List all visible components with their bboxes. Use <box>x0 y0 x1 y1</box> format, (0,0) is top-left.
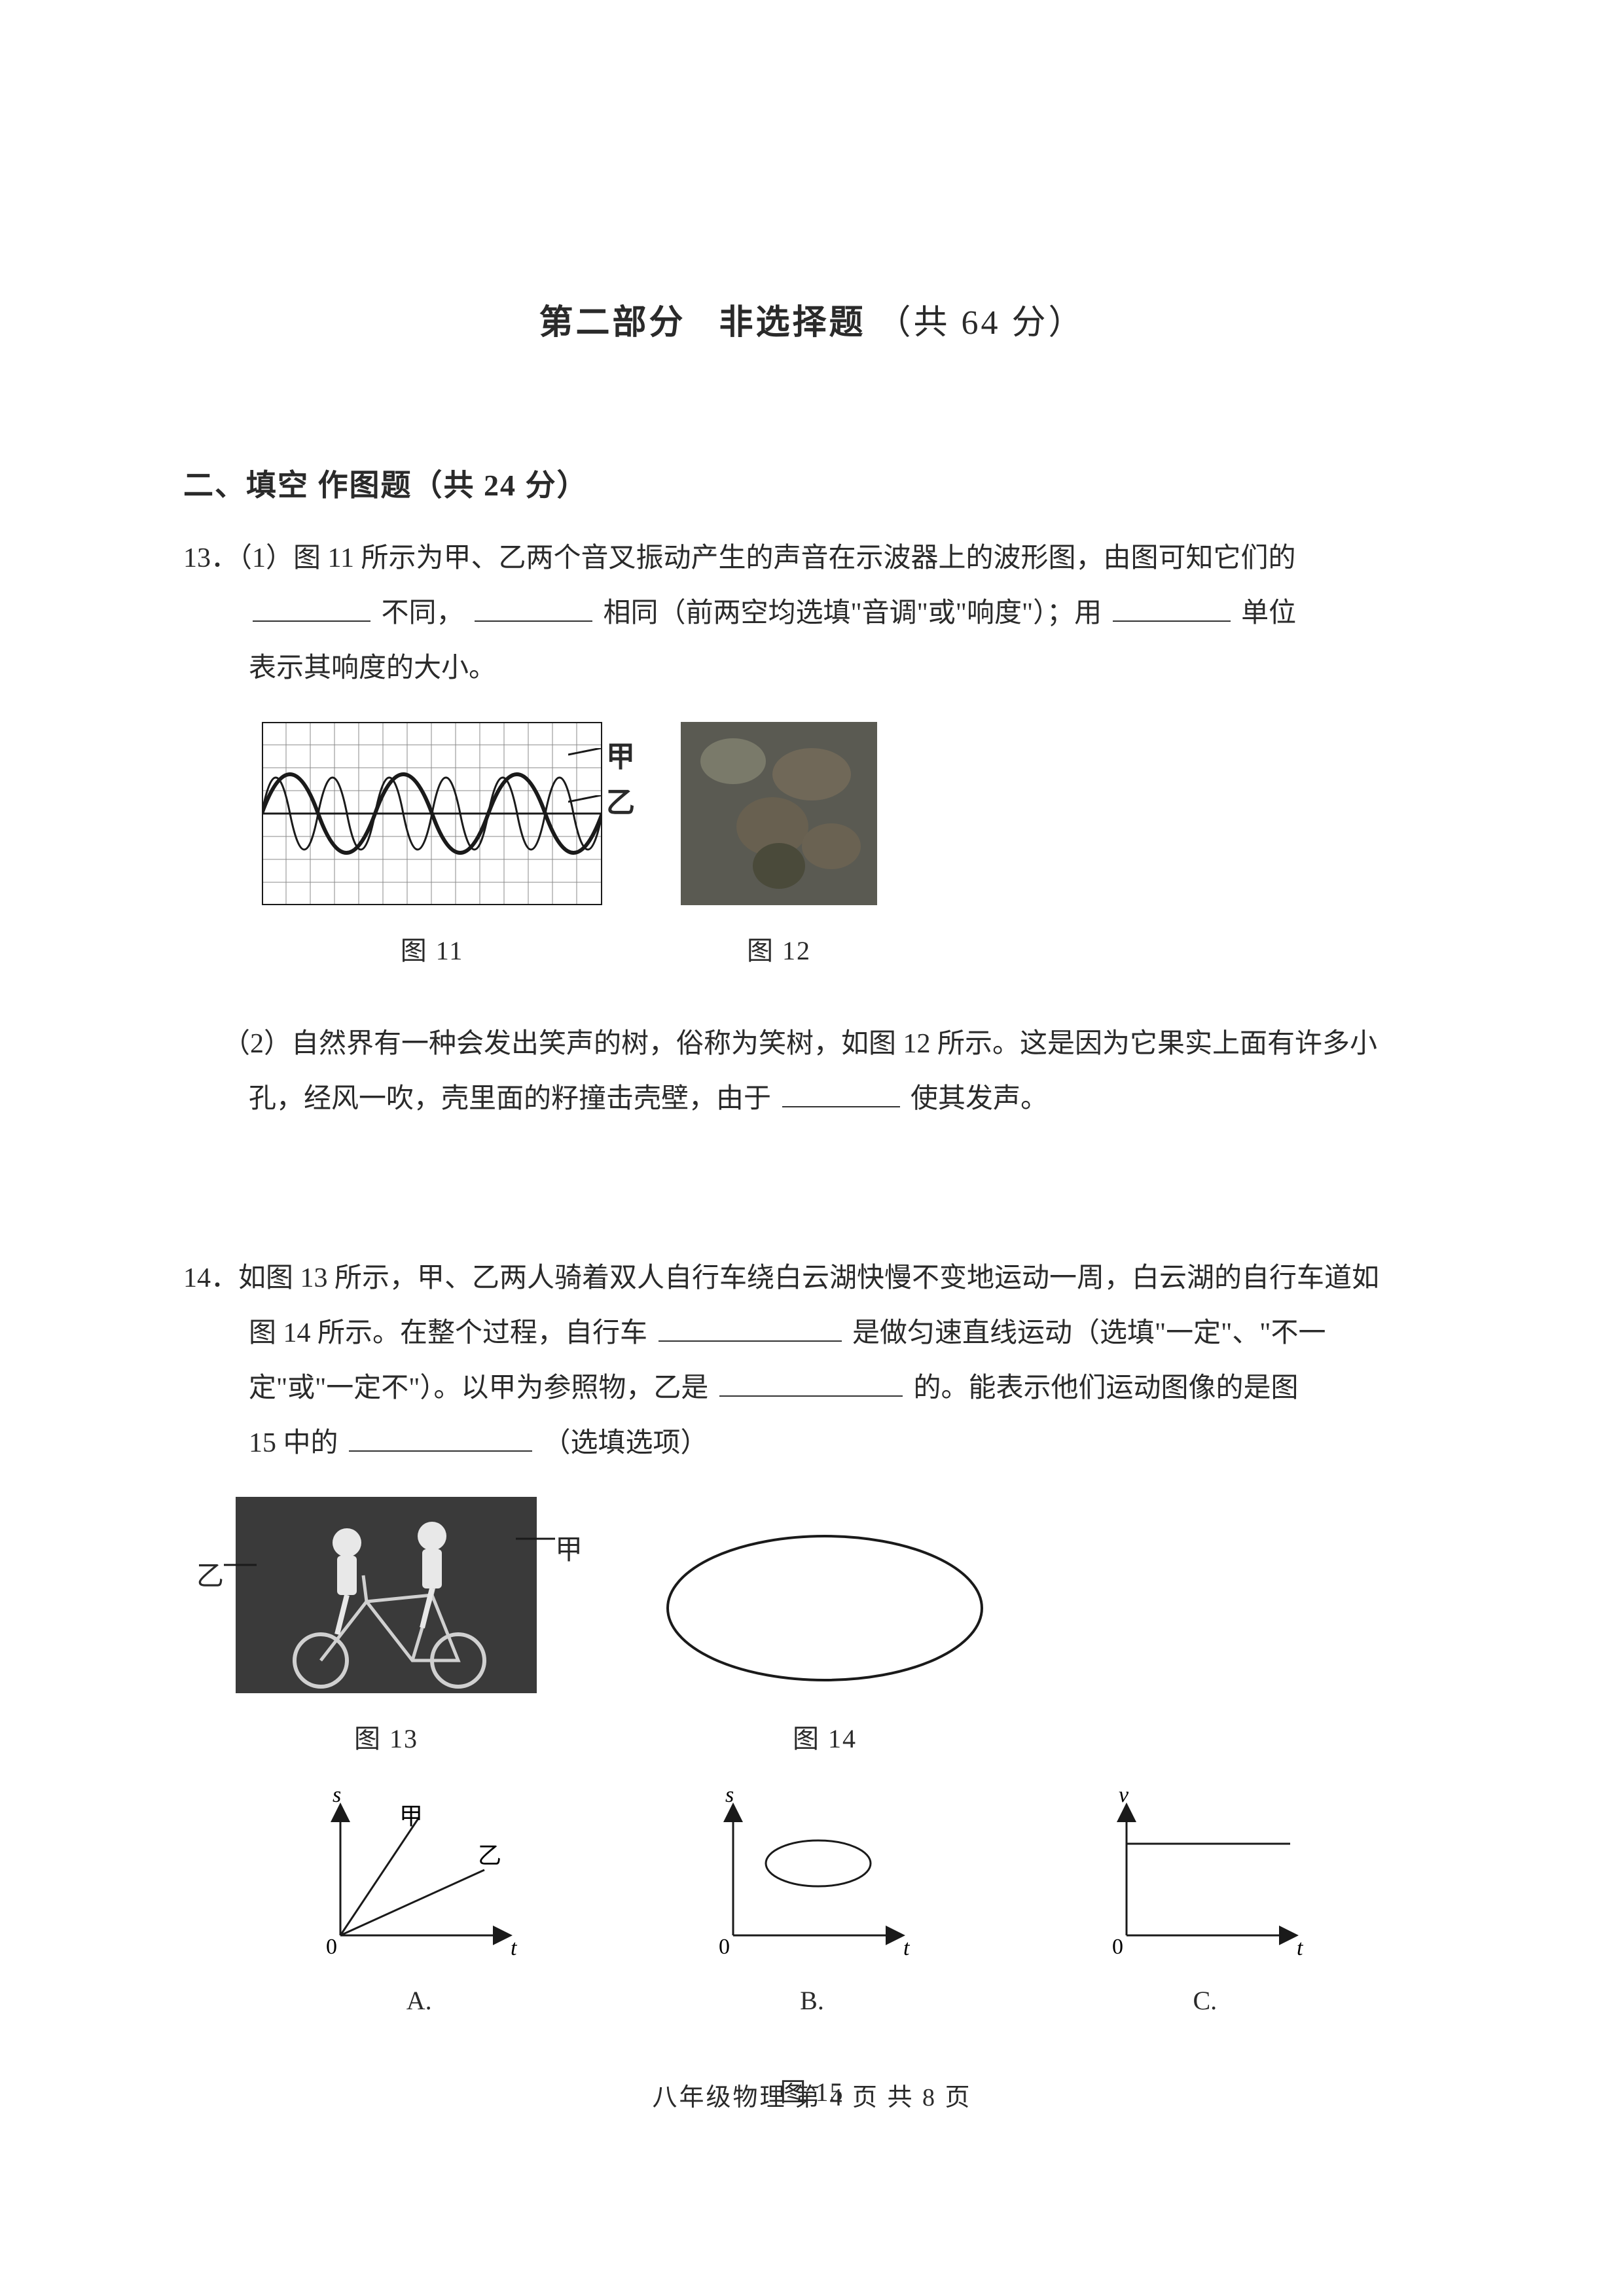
q14-text-1a: 如图 13 所示，甲、乙两人骑着双人自行车绕白云湖快慢不变地运动一周，白云湖的自… <box>238 1263 1379 1293</box>
blank-13-4[interactable] <box>782 1084 900 1107</box>
label-yi-13: 乙 <box>196 1549 224 1604</box>
fig14-caption: 图 14 <box>655 1713 995 1765</box>
fig-row-11-12: 甲 乙 图 11 图 12 <box>262 722 1441 977</box>
yi-A: 乙 <box>478 1842 501 1869</box>
blank-13-3[interactable] <box>1113 598 1231 622</box>
option-A: s t 0 甲 乙 A. <box>314 1791 524 2027</box>
q14-number: 14． <box>183 1263 238 1293</box>
q13-text-2c: 使其发声。 <box>911 1084 1048 1114</box>
lake-ellipse <box>655 1523 995 1693</box>
figure-14: 图 14 <box>655 1523 995 1765</box>
optA-label: A. <box>314 1975 524 2027</box>
q13-text-1a: （1）图 11 所示为甲、乙两个音叉振动产生的声音在示波器上的波形图，由图可知它… <box>238 543 1295 573</box>
q13-text-1b: 不同， <box>382 598 464 628</box>
axis-0-A: 0 <box>326 1935 337 1959</box>
option-C: v t 0 C. <box>1100 1791 1310 2027</box>
bike-svg <box>236 1497 537 1693</box>
q14-text-1b: 图 14 所示。在整个过程，自行车 <box>249 1318 647 1348</box>
label-yi-11: 乙 <box>606 774 635 832</box>
question-14: 14．如图 13 所示，甲、乙两人骑着双人自行车绕白云湖快慢不变地运动一周，白云… <box>183 1251 1441 2119</box>
axis-s-B: s <box>725 1791 734 1807</box>
q14-text-1c: 是做匀速直线运动（选填"一定"、"不一 <box>852 1318 1326 1348</box>
arrow-yi <box>568 795 607 808</box>
question-13: 13．（1）图 11 所示为甲、乙两个音叉振动产生的声音在示波器上的波形图，由图… <box>183 531 1441 1126</box>
photo-placeholder <box>681 722 877 905</box>
fig-row-13-14: 乙 甲 图 13 图 14 <box>236 1497 1441 1765</box>
fig12-caption: 图 12 <box>681 925 877 977</box>
q13-text-1e: 表示其响度的大小。 <box>249 653 496 683</box>
blank-14-3[interactable] <box>349 1428 532 1452</box>
section-heading: 二、填空 作图题（共 24 分） <box>183 461 1441 505</box>
blank-14-2[interactable] <box>719 1373 903 1397</box>
fig13-caption: 图 13 <box>236 1713 537 1765</box>
blank-14-1[interactable] <box>659 1318 842 1342</box>
option-B: s t 0 B. <box>707 1791 916 2027</box>
axis-v-C: v <box>1119 1791 1129 1807</box>
q13-part2: （2）自然界有一种会发出笑声的树，俗称为笑树，如图 12 所示。这是因为它果实上… <box>183 1016 1441 1126</box>
figure-12: 图 12 <box>681 722 877 977</box>
part-label: 第二部分 <box>539 304 685 342</box>
blank-13-2[interactable] <box>475 598 592 622</box>
q14-text-1d: 定"或"一定不"）。以甲为参照物，乙是 <box>249 1373 708 1403</box>
page-title: 第二部分 非选择题 （共 64 分） <box>183 295 1441 344</box>
part-points: （共 64 分） <box>877 304 1085 342</box>
axis-t-C: t <box>1297 1936 1304 1960</box>
optB-label: B. <box>707 1975 916 2027</box>
arrow-jia-13 <box>516 1536 555 1541</box>
blank-13-1[interactable] <box>253 598 370 622</box>
graph-C: v t 0 <box>1100 1791 1310 1962</box>
axis-t-A: t <box>511 1936 518 1960</box>
q14-text-1f: 15 中的 <box>249 1428 338 1458</box>
page-footer: 八年级物理 第 4 页 共 8 页 <box>0 2077 1624 2113</box>
q14-text-1g: （选填选项） <box>543 1428 708 1458</box>
graph-A: s t 0 甲 乙 <box>314 1791 524 1962</box>
arrow-jia <box>568 748 607 761</box>
fig15-options: s t 0 甲 乙 A. s t 0 B. <box>223 1791 1401 2027</box>
axis-t-B: t <box>903 1936 911 1960</box>
axis-s-A: s <box>333 1791 341 1807</box>
q13-text-1c: 相同（前两空均选填"音调"或"响度"）；用 <box>604 598 1102 628</box>
axis-0-B: 0 <box>719 1935 730 1959</box>
label-jia-13: 甲 <box>555 1523 583 1578</box>
jia-A: 甲 <box>399 1803 423 1829</box>
graph-B: s t 0 <box>707 1791 916 1962</box>
axis-0-C: 0 <box>1112 1935 1123 1959</box>
optC-label: C. <box>1100 1975 1310 2027</box>
q14-text-1e: 的。能表示他们运动图像的是图 <box>913 1373 1298 1403</box>
arrow-yi-13 <box>224 1562 257 1568</box>
fig11-caption: 图 11 <box>262 925 602 977</box>
figure-13: 乙 甲 图 13 <box>236 1497 537 1765</box>
part-name: 非选择题 <box>719 304 865 342</box>
q13-number: 13． <box>183 543 238 573</box>
q13-text-1d: 单位 <box>1241 598 1296 628</box>
waveform-svg <box>262 722 602 905</box>
q13-text-2b: 孔，经风一吹，壳里面的籽撞击壳壁，由于 <box>249 1084 771 1114</box>
figure-11: 甲 乙 图 11 <box>262 722 602 977</box>
q13-text-2a: （2）自然界有一种会发出笑声的树，俗称为笑树，如图 12 所示。这是因为它果实上… <box>223 1029 1377 1059</box>
